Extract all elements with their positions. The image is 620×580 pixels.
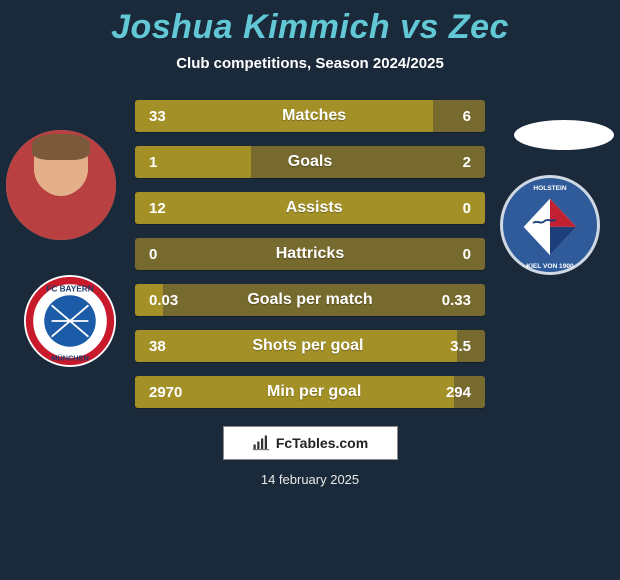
stat-right-value: 0 [463, 246, 471, 263]
player-left-avatar [6, 130, 116, 240]
stat-left-value: 12 [149, 200, 166, 217]
stat-left-value: 0.03 [149, 292, 178, 309]
stat-right-value: 6 [463, 108, 471, 125]
stat-label: Goals per match [247, 291, 372, 309]
stat-label: Hattricks [276, 245, 344, 263]
stat-right-value: 294 [446, 384, 471, 401]
stat-row: 33 Matches 6 [135, 100, 485, 132]
stat-right-value: 3.5 [450, 338, 471, 355]
stat-left-value: 2970 [149, 384, 182, 401]
chart-bars-icon [252, 434, 270, 452]
source-badge[interactable]: FcTables.com [223, 426, 398, 460]
svg-text:MÜNCHEN: MÜNCHEN [51, 354, 89, 363]
stat-right-value: 0.33 [442, 292, 471, 309]
stat-left-value: 38 [149, 338, 166, 355]
stat-right-value: 2 [463, 154, 471, 171]
subtitle: Club competitions, Season 2024/2025 [0, 55, 620, 72]
date-label: 14 february 2025 [0, 472, 620, 487]
stat-row: 2970 Min per goal 294 [135, 376, 485, 408]
stat-label: Matches [282, 107, 346, 125]
stats-container: 33 Matches 6 1 Goals 2 12 Assists 0 0 Hattricks 0 0.… [135, 100, 485, 408]
stat-row: 12 Assists 0 [135, 192, 485, 224]
stat-row: 0.03 Goals per match 0.33 [135, 284, 485, 316]
stat-left-value: 1 [149, 154, 157, 171]
stat-left-value: 33 [149, 108, 166, 125]
stat-label: Shots per goal [252, 337, 363, 355]
stat-row: 38 Shots per goal 3.5 [135, 330, 485, 362]
club-left-badge: FC BAYERN MÜNCHEN [24, 275, 116, 367]
stat-label: Goals [288, 153, 332, 171]
stat-label: Assists [286, 199, 343, 217]
svg-text:HOLSTEIN: HOLSTEIN [533, 185, 567, 192]
source-badge-label: FcTables.com [276, 435, 368, 451]
player-left-face-placeholder [6, 130, 116, 240]
stat-label: Min per goal [267, 383, 361, 401]
stat-row: 0 Hattricks 0 [135, 238, 485, 270]
stat-row: 1 Goals 2 [135, 146, 485, 178]
stat-right-value: 0 [463, 200, 471, 217]
svg-text:KIEL VON 1900: KIEL VON 1900 [526, 263, 574, 270]
stat-left-value: 0 [149, 246, 157, 263]
player-right-avatar [514, 120, 614, 150]
page-title: Joshua Kimmich vs Zec [0, 8, 620, 47]
club-right-badge: HOLSTEIN KIEL VON 1900 [500, 175, 600, 275]
svg-text:FC BAYERN: FC BAYERN [46, 285, 93, 294]
